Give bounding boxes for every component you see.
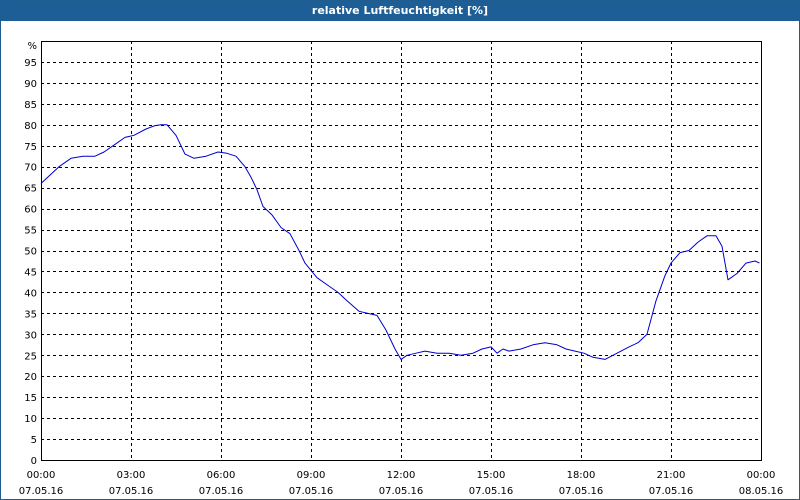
- x-tick-time-label: 21:00: [657, 470, 686, 481]
- x-tick-date-label: 07.05.16: [19, 486, 64, 497]
- x-tick-date-label: 07.05.16: [109, 486, 154, 497]
- x-tick-time-label: 03:00: [117, 470, 146, 481]
- x-tick-time-label: 00:00: [27, 470, 56, 481]
- x-tick-date-label: 07.05.16: [649, 486, 694, 497]
- x-tick-time-label: 18:00: [567, 470, 596, 481]
- series: [40, 124, 760, 360]
- y-tick-label: 50: [24, 247, 37, 258]
- y-tick-label: 60: [24, 205, 37, 216]
- x-tick-date-label: 08.05.16: [739, 486, 784, 497]
- y-tick-label: 30: [24, 330, 37, 341]
- y-axis-ticks: 0 5 10 15 20 25 30 35 40 45 50 55 60 65 70 75 80 85 90 95: [24, 58, 37, 467]
- y-tick-label: 0: [31, 456, 37, 467]
- x-tick-date-label: 07.05.16: [379, 486, 424, 497]
- plot-area-border: [41, 41, 762, 461]
- x-tick-date-label: 07.05.16: [289, 486, 334, 497]
- y-tick-label: 15: [24, 393, 37, 404]
- y-tick-label: 45: [24, 267, 37, 278]
- y-tick-label: 75: [24, 142, 37, 153]
- y-tick-label: 80: [24, 121, 37, 132]
- y-tick-label: 90: [24, 79, 37, 90]
- grid: [41, 41, 761, 460]
- y-tick-label: 40: [24, 288, 37, 299]
- y-tick-label: 70: [24, 163, 37, 174]
- x-tick-time-label: 06:00: [207, 470, 236, 481]
- x-tick-date-label: 07.05.16: [199, 486, 244, 497]
- x-axis-ticks: 00:00 07.05.16 03:00 07.05.16 06:00 07.05.16 0…: [19, 470, 784, 497]
- x-tick-time-label: 12:00: [387, 470, 416, 481]
- y-tick-label: 95: [24, 58, 37, 69]
- x-tick-time-label: 00:00: [747, 470, 776, 481]
- y-tick-label: 55: [24, 226, 37, 237]
- y-tick-label: 35: [24, 309, 37, 320]
- series-line-humidity: [40, 124, 760, 360]
- x-tick-date-label: 07.05.16: [559, 486, 604, 497]
- y-tick-label: 10: [24, 414, 37, 425]
- y-tick-label: 20: [24, 372, 37, 383]
- y-tick-label: 85: [24, 100, 37, 111]
- x-tick-date-label: 07.05.16: [469, 486, 514, 497]
- x-tick-time-label: 09:00: [297, 470, 326, 481]
- y-tick-label: 5: [31, 435, 37, 446]
- chart-title: relative Luftfeuchtigkeit [%]: [1, 1, 799, 21]
- x-tick-time-label: 15:00: [477, 470, 506, 481]
- y-tick-label: 65: [24, 184, 37, 195]
- y-axis-unit-label: %: [27, 41, 37, 52]
- y-tick-label: 25: [24, 351, 37, 362]
